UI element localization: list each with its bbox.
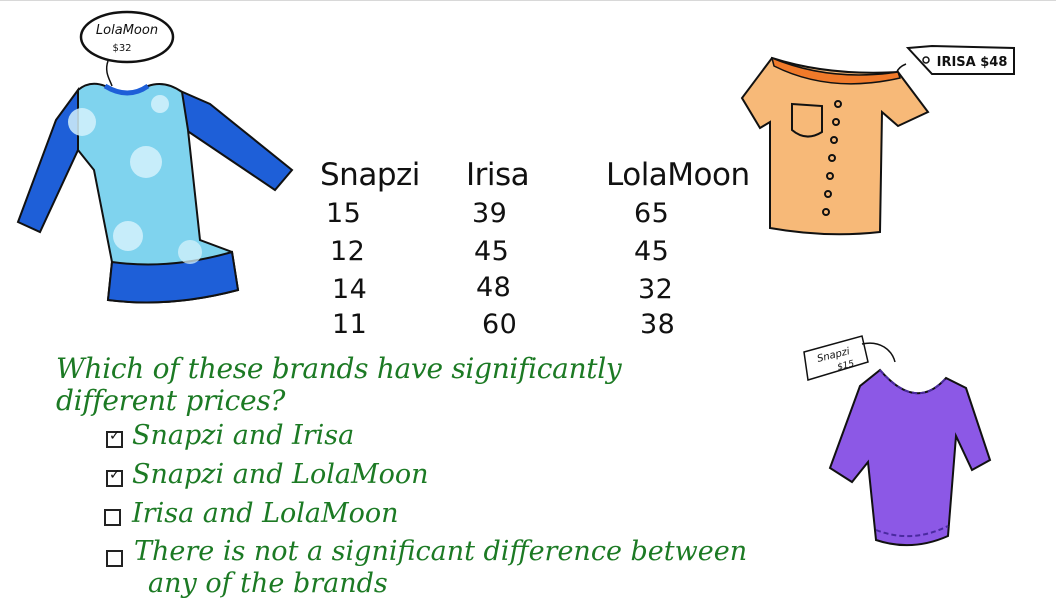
irisa-tag: IRISA $48 — [937, 55, 1008, 70]
table-cell: 32 — [638, 274, 674, 305]
lolamoon-shirt-icon: LolaMoon $32 — [16, 10, 294, 304]
table-cell: 14 — [332, 274, 368, 305]
irisa-shirt-icon: IRISA $48 — [740, 44, 1015, 236]
header-snapzi: Snapzi — [320, 157, 420, 193]
table-cell: 65 — [634, 198, 670, 229]
checkbox-icon[interactable] — [106, 550, 123, 567]
table-cell: 39 — [472, 198, 508, 229]
table-cell: 11 — [332, 309, 368, 340]
question-line-1: Which of these brands have significantly — [56, 352, 622, 385]
header-lolamoon: LolaMoon — [606, 157, 750, 193]
table-cell: 60 — [482, 309, 518, 340]
snapzi-tag-price: $15 — [836, 359, 855, 373]
table-cell: 15 — [326, 198, 362, 229]
top-border — [0, 0, 1056, 1]
table-cell: 48 — [476, 272, 512, 303]
option-label[interactable]: Snapzi and LolaMoon — [132, 459, 429, 490]
snapzi-shirt-icon: Snapzi $15 — [803, 335, 992, 547]
question-line-2: different prices? — [56, 384, 286, 417]
option-label[interactable]: There is not a significant difference be… — [134, 536, 748, 567]
checkbox-icon[interactable] — [104, 509, 121, 526]
table-cell: 12 — [330, 236, 366, 267]
option-label[interactable]: Snapzi and Irisa — [132, 420, 355, 451]
option-label[interactable]: Irisa and LolaMoon — [132, 498, 399, 529]
lolamoon-tag-brand: LolaMoon — [96, 23, 158, 38]
lolamoon-tag-price: $32 — [112, 43, 131, 54]
header-irisa: Irisa — [466, 157, 530, 193]
option-label-continued[interactable]: any of the brands — [148, 568, 388, 599]
table-cell: 45 — [634, 236, 670, 267]
table-cell: 38 — [640, 309, 676, 340]
checkbox-checked-icon[interactable]: ✓ — [106, 428, 123, 448]
table-cell: 45 — [474, 236, 510, 267]
checkbox-checked-icon[interactable]: ✓ — [106, 467, 123, 487]
